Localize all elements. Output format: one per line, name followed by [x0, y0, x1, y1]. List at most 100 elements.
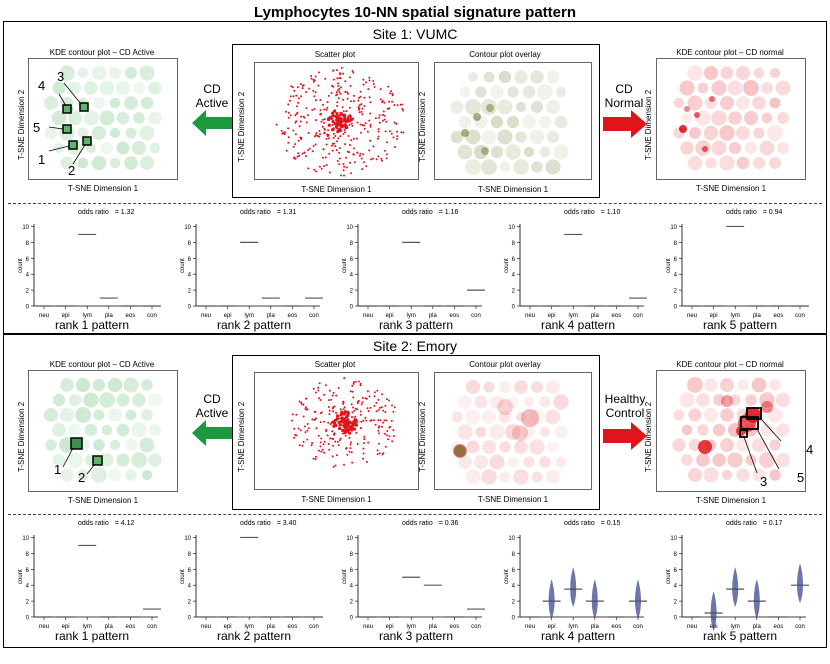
odds-ratio-label: odds ratio = 1.16 [402, 209, 459, 216]
site2-scatter-xlabel: T-SNE Dimension 1 [301, 495, 372, 504]
y-tick-label: 4 [350, 584, 354, 590]
x-tick-label: pla [267, 313, 276, 319]
y-tick-label: 6 [350, 257, 354, 263]
x-tick-label: eos [450, 313, 460, 319]
site2-overlay-plot [450, 379, 569, 485]
rank-boxplot: 0 2 4 6 8 10 neu epi lym pla eos con count [504, 224, 647, 319]
site2-overlay-ylabel: T-SNE Dimension 2 [418, 401, 427, 472]
site2-frame [3, 334, 827, 648]
y-axis-label: count [504, 569, 510, 584]
violin-mark [797, 563, 803, 604]
rank-pattern-label: rank 5 pattern [702, 629, 778, 643]
x-tick-label: neu [363, 313, 373, 319]
site1-center-box [232, 44, 600, 198]
y-tick-label: 8 [188, 241, 192, 247]
site2-right-ylabel: T-SNE Dimension 2 [644, 401, 653, 472]
violin-mark [732, 567, 739, 608]
x-tick-label: eos [126, 624, 136, 630]
site2-marker-3: 3 [760, 474, 768, 489]
y-tick-label: 2 [188, 289, 192, 295]
x-tick-label: neu [201, 313, 211, 319]
rank-pattern-label: rank 5 pattern [702, 318, 778, 332]
y-tick-label: 4 [26, 273, 30, 279]
x-tick-label: pla [591, 313, 600, 319]
odds-ratio-label: odds ratio = 1.32 [78, 209, 135, 216]
site1-left-panel-title: KDE contour plot – CD Active [49, 48, 155, 57]
y-tick-label: 4 [188, 584, 192, 590]
y-tick-label: 8 [674, 552, 678, 558]
pattern-box-4 [62, 104, 72, 114]
y-tick-label: 8 [188, 552, 192, 558]
y-tick-label: 2 [188, 600, 192, 606]
site1-kde-active-plot [44, 65, 162, 171]
y-tick-label: 0 [512, 305, 516, 311]
y-tick-label: 6 [512, 568, 516, 574]
x-tick-label: lym [731, 624, 740, 630]
site1-kde-normal-panel [656, 58, 806, 180]
site2-overlay-panel [434, 372, 592, 490]
x-tick-label: con [147, 313, 157, 319]
y-tick-label: 6 [350, 568, 354, 574]
site1-marker-3: 3 [57, 69, 65, 84]
y-axis-label: count [342, 569, 348, 584]
y-tick-label: 10 [508, 536, 515, 542]
x-tick-label: con [633, 313, 643, 319]
x-tick-label: eos [612, 624, 622, 630]
site2-left-arrow-label: CD Active [195, 392, 229, 420]
x-tick-label: epi [224, 624, 232, 630]
pattern-box-5 [740, 416, 759, 430]
y-tick-label: 6 [188, 568, 192, 574]
site1-overlay-panel [434, 62, 592, 180]
x-tick-label: lym [83, 624, 92, 630]
pattern-box-1 [68, 140, 78, 150]
site1-left-arrow-label: CD Active [195, 82, 229, 110]
violin-mark [570, 567, 577, 608]
rank-boxplot: 0 2 4 6 8 10 neu epi lym pla eos con count [18, 224, 161, 319]
site1-overlay-ylabel: T-SNE Dimension 2 [418, 91, 427, 162]
rank-boxplot: 0 2 4 6 8 10 neu epi lym pla eos con count [180, 224, 323, 319]
y-tick-label: 6 [26, 568, 30, 574]
y-tick-label: 10 [670, 225, 677, 231]
site1-left-ylabel: T-SNE Dimension 2 [17, 89, 26, 160]
y-tick-label: 10 [22, 225, 29, 231]
y-tick-label: 8 [674, 241, 678, 247]
y-axis-label: count [18, 258, 24, 273]
site1-left-arrow [192, 110, 232, 136]
y-tick-label: 0 [674, 305, 678, 311]
rank-boxplot: 0 2 4 6 8 10 neu epi lym pla eos con count [342, 224, 485, 319]
rank-boxplot: 0 2 4 6 8 10 neu epi lym pla eos con count [342, 535, 485, 630]
site1-scatter-panel [254, 62, 419, 180]
site2-scatter-plot [290, 377, 396, 468]
site2-left-ylabel: T-SNE Dimension 2 [17, 401, 26, 472]
site1-overlay-title: Contour plot overlay [469, 50, 541, 59]
y-tick-label: 0 [512, 616, 516, 622]
y-tick-label: 8 [512, 241, 516, 247]
y-axis-label: count [504, 258, 510, 273]
site1-right-panel-title: KDE contour plot – CD normal [676, 48, 784, 57]
y-axis-label: count [666, 258, 672, 273]
odds-ratio-label: odds ratio = 3.40 [240, 520, 297, 527]
violin-mark [710, 591, 717, 632]
rank-pattern-label: rank 3 pattern [378, 318, 454, 332]
site1-right-ylabel: T-SNE Dimension 2 [644, 89, 653, 160]
x-tick-label: eos [288, 313, 298, 319]
y-tick-label: 0 [26, 616, 30, 622]
site1-kde-active-panel [28, 58, 178, 180]
x-tick-label: eos [126, 313, 136, 319]
site1-right-arrow-label: CD Normal [604, 82, 644, 110]
x-tick-label: neu [363, 624, 373, 630]
y-tick-label: 2 [674, 289, 678, 295]
y-tick-label: 6 [26, 257, 30, 263]
y-tick-label: 6 [674, 568, 678, 574]
site2-center-box [232, 355, 600, 510]
y-tick-label: 2 [26, 600, 30, 606]
site2-left-arrow [192, 420, 232, 446]
rank-pattern-label: rank 4 pattern [540, 629, 616, 643]
rank-pattern-label: rank 1 pattern [54, 629, 130, 643]
odds-ratio-label: odds ratio = 0.15 [564, 520, 621, 527]
y-axis-label: count [180, 569, 186, 584]
y-tick-label: 10 [670, 536, 677, 542]
site1-left-xlabel: T-SNE Dimension 1 [67, 184, 139, 193]
rank-pattern-label: rank 1 pattern [54, 318, 130, 332]
y-axis-label: count [342, 258, 348, 273]
